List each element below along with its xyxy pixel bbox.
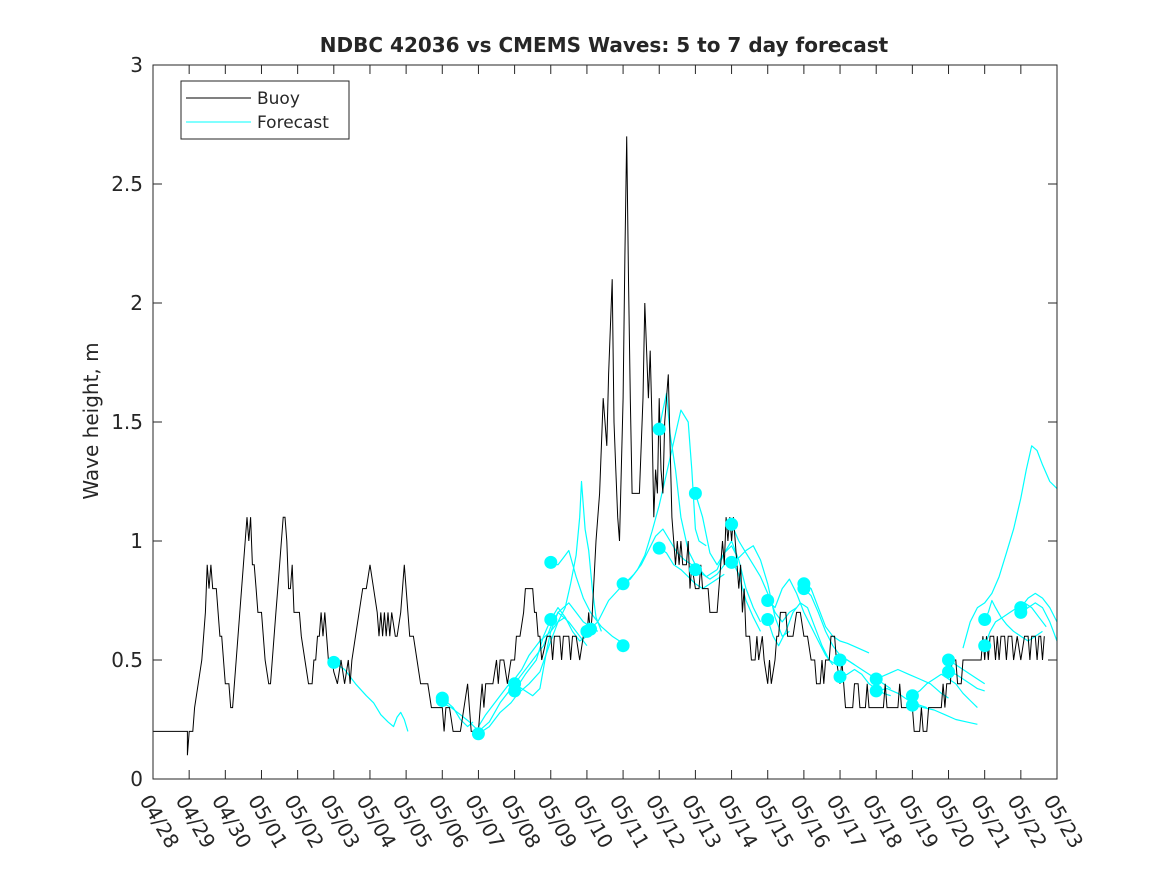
plot-axes-box xyxy=(152,64,1058,780)
forecast-marker xyxy=(471,727,485,741)
y-tick-label: 1 xyxy=(130,529,143,553)
forecast-line xyxy=(840,659,892,690)
chart-title: NDBC 42036 vs CMEMS Waves: 5 to 7 day fo… xyxy=(320,33,889,57)
legend-forecast-label: Forecast xyxy=(257,113,329,133)
forecast-line xyxy=(478,480,602,735)
plot-content xyxy=(153,136,1057,756)
forecast-marker xyxy=(797,582,811,596)
forecast-marker xyxy=(833,670,847,684)
y-tick-label: 0.5 xyxy=(111,648,143,672)
forecast-line xyxy=(984,602,1047,646)
forecast-line xyxy=(658,547,725,590)
y-axis-label: Wave height, m xyxy=(79,342,103,499)
forecast-marker xyxy=(544,613,558,626)
forecast-marker xyxy=(942,665,955,679)
forecast-marker xyxy=(544,555,558,569)
forecast-line xyxy=(912,704,978,725)
forecast-marker xyxy=(688,563,702,577)
y-tick-label: 2 xyxy=(130,291,143,315)
forecast-marker xyxy=(869,684,883,698)
y-axis-ticks: 0 0.5 1 1.5 2 2.5 3 xyxy=(111,53,1057,791)
forecast-line xyxy=(441,697,474,728)
legend-box xyxy=(180,80,350,140)
forecast-marker xyxy=(1014,605,1028,619)
forecast-marker xyxy=(652,422,666,436)
forecast-marker xyxy=(761,613,775,626)
forecast-line xyxy=(948,659,986,685)
forecast-marker xyxy=(942,653,955,667)
forecast-line xyxy=(875,668,949,699)
forecast-line xyxy=(731,545,790,637)
y-tick-label: 0 xyxy=(130,767,143,791)
legend: Buoy Forecast xyxy=(180,80,350,140)
buoy-line xyxy=(153,136,1045,756)
forecast-line xyxy=(550,549,628,647)
forecast-marker xyxy=(616,577,630,591)
forecast-marker xyxy=(725,555,739,569)
forecast-marker xyxy=(435,694,449,707)
forecast-marker xyxy=(869,672,883,686)
forecast-marker xyxy=(833,653,847,667)
forecast-marker xyxy=(905,689,919,703)
forecast-marker xyxy=(584,622,597,636)
y-tick-label: 1.5 xyxy=(111,410,143,434)
forecast-line xyxy=(984,599,1043,642)
forecast-marker xyxy=(652,541,666,555)
forecast-marker xyxy=(905,698,919,712)
forecast-line xyxy=(477,616,566,727)
forecast-marker xyxy=(327,655,341,669)
forecast-marker xyxy=(616,639,630,653)
forecast-line xyxy=(1020,592,1057,623)
y-tick-label: 2.5 xyxy=(111,172,143,196)
y-tick-label: 3 xyxy=(130,53,143,77)
forecast-line xyxy=(962,445,1057,649)
forecast-line xyxy=(442,702,478,730)
forecast-line xyxy=(514,611,588,697)
forecast-line xyxy=(694,493,762,623)
plot-clip xyxy=(153,136,1057,756)
forecast-marker xyxy=(725,517,739,531)
forecast-marker xyxy=(978,639,992,653)
legend-buoy-label: Buoy xyxy=(257,89,300,109)
forecast-marker xyxy=(978,613,992,626)
forecast-marker xyxy=(761,594,775,607)
forecast-marker xyxy=(688,486,702,500)
forecast-marker xyxy=(508,677,522,691)
forecast-line xyxy=(333,661,409,732)
